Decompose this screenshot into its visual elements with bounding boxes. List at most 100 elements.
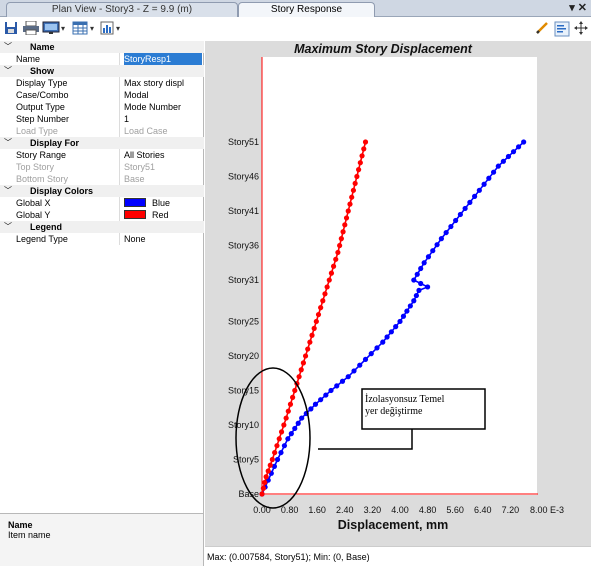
tab-plan-view[interactable]: Plan View - Story3 - Z = 9.9 (m) (6, 2, 238, 17)
data-point-global-x (434, 242, 440, 248)
data-point-global-x (407, 303, 413, 309)
description-text: Item name (8, 530, 51, 540)
x-tick-label: 4.80 (419, 505, 437, 515)
property-row-bottom-story: Bottom Story Base (0, 173, 204, 185)
property-grid: ﹀ Name Name StoryResp1 ﹀ Show Display Type M… (0, 41, 204, 566)
property-value[interactable]: Blue (124, 197, 202, 209)
property-value[interactable]: Modal (124, 90, 149, 100)
category-title: Show (30, 66, 54, 76)
annotation-text-line-2: yer değiştirme (365, 406, 423, 417)
options-icon[interactable] (554, 21, 570, 37)
property-row-global-y[interactable]: Global Y Red (0, 209, 204, 221)
property-value[interactable]: Red (124, 209, 202, 221)
tab-story-response[interactable]: Story Response (238, 2, 375, 17)
property-row-case-combo[interactable]: Case/Combo Modal (0, 89, 204, 101)
y-tick-label: Base (238, 489, 259, 499)
data-point-global-y (287, 401, 294, 407)
data-point-global-x (285, 436, 291, 442)
x-tick-label: 8.00 E-3 (530, 505, 564, 515)
property-row-load-type: Load Type Load Case (0, 125, 204, 137)
property-value[interactable]: Mode Number (124, 102, 182, 112)
chevron-down-icon[interactable]: ﹀ (4, 138, 12, 147)
data-point-global-y (260, 485, 266, 491)
chevron-down-icon[interactable]: ﹀ (4, 42, 12, 51)
save-icon[interactable] (4, 21, 18, 37)
property-row-step-number[interactable]: Step Number 1 (0, 113, 204, 125)
category-display-colors[interactable]: ﹀ Display Colors (0, 185, 204, 197)
property-key: Step Number (16, 113, 120, 125)
category-show[interactable]: ﹀ Show (0, 65, 204, 77)
property-key: Bottom Story (16, 173, 120, 185)
property-value: Load Case (124, 126, 168, 136)
document-tab-bar: Plan View - Story3 - Z = 9.9 (m) Story R… (0, 0, 591, 17)
property-value[interactable]: Max story displ (124, 78, 185, 88)
data-point-global-x (362, 356, 369, 363)
property-value[interactable]: None (124, 234, 146, 244)
property-row-display-type[interactable]: Display Type Max story displ (0, 77, 204, 89)
y-tick-label: Story20 (228, 351, 259, 361)
property-row-global-x[interactable]: Global X Blue (0, 197, 204, 209)
property-value[interactable]: All Stories (124, 150, 165, 160)
data-point-global-x (278, 449, 284, 456)
data-point-global-x (351, 368, 357, 374)
data-point-global-x (425, 254, 432, 260)
property-key: Top Story (16, 161, 120, 173)
print-icon[interactable] (22, 21, 40, 37)
x-axis-label: Displacement, mm (338, 518, 448, 532)
property-key: Global X (16, 197, 120, 209)
pencil-icon[interactable] (535, 21, 549, 37)
chevron-down-icon[interactable]: ﹀ (4, 66, 12, 75)
data-point-global-x (510, 149, 517, 155)
chart-icon[interactable] (100, 21, 114, 37)
chart-dropdown-icon[interactable]: ▾ (116, 24, 121, 33)
data-point-global-x (380, 339, 386, 345)
table-icon[interactable] (72, 21, 88, 37)
category-name[interactable]: ﹀ Name (0, 41, 204, 53)
data-point-global-y (330, 263, 337, 269)
data-point-global-x (418, 280, 424, 287)
property-row-output-type[interactable]: Output Type Mode Number (0, 101, 204, 113)
data-point-global-x (295, 420, 301, 426)
data-point-global-x (416, 287, 422, 293)
window-controls[interactable]: ▾ ✕ (569, 2, 587, 14)
data-point-global-y (281, 422, 287, 428)
display-dropdown-icon[interactable]: ▾ (61, 24, 66, 33)
property-row-legend-type[interactable]: Legend Type None (0, 233, 204, 245)
data-point-global-x (400, 313, 407, 319)
data-point-global-y (326, 277, 332, 283)
x-tick-label: 6.40 (474, 505, 492, 515)
table-dropdown-icon[interactable]: ▾ (90, 24, 95, 33)
data-point-global-y (320, 298, 326, 304)
chart-canvas: Maximum Story Displacement Base Story5 Stor… (205, 41, 591, 546)
y-tick-label: Story5 (233, 454, 259, 464)
category-legend[interactable]: ﹀ Legend (0, 221, 204, 233)
display-icon[interactable] (42, 21, 60, 37)
story-response-plot[interactable]: Maximum Story Displacement Base Story5 Stor… (205, 41, 591, 546)
data-point-global-x (515, 144, 522, 150)
data-point-global-x (462, 205, 468, 212)
move-icon[interactable] (574, 21, 588, 37)
data-point-global-x (339, 378, 346, 384)
data-point-global-y (305, 346, 311, 352)
data-point-global-x (357, 362, 363, 368)
data-point-global-x (448, 223, 454, 230)
x-tick-label: 3.20 (364, 505, 382, 515)
data-point-global-x (271, 463, 278, 469)
chevron-down-icon[interactable]: ﹀ (4, 186, 12, 195)
data-point-global-x (345, 374, 351, 380)
chevron-down-icon[interactable]: ﹀ (4, 222, 12, 231)
data-point-global-y (338, 236, 344, 242)
property-row-story-range[interactable]: Story Range All Stories (0, 149, 204, 161)
property-value[interactable]: 1 (124, 114, 130, 124)
property-value[interactable]: StoryResp1 (124, 53, 202, 65)
data-point-global-y (259, 491, 265, 497)
data-point-global-y (337, 242, 343, 249)
y-tick-label: Story41 (228, 206, 259, 216)
property-description: Name Item name (0, 513, 203, 566)
data-point-global-x (414, 271, 420, 277)
property-row-name[interactable]: Name StoryResp1 (0, 53, 204, 65)
data-point-global-x (411, 298, 417, 304)
category-display-for[interactable]: ﹀ Display For (0, 137, 204, 149)
category-title: Display Colors (30, 186, 94, 196)
property-value: Base (124, 174, 145, 184)
